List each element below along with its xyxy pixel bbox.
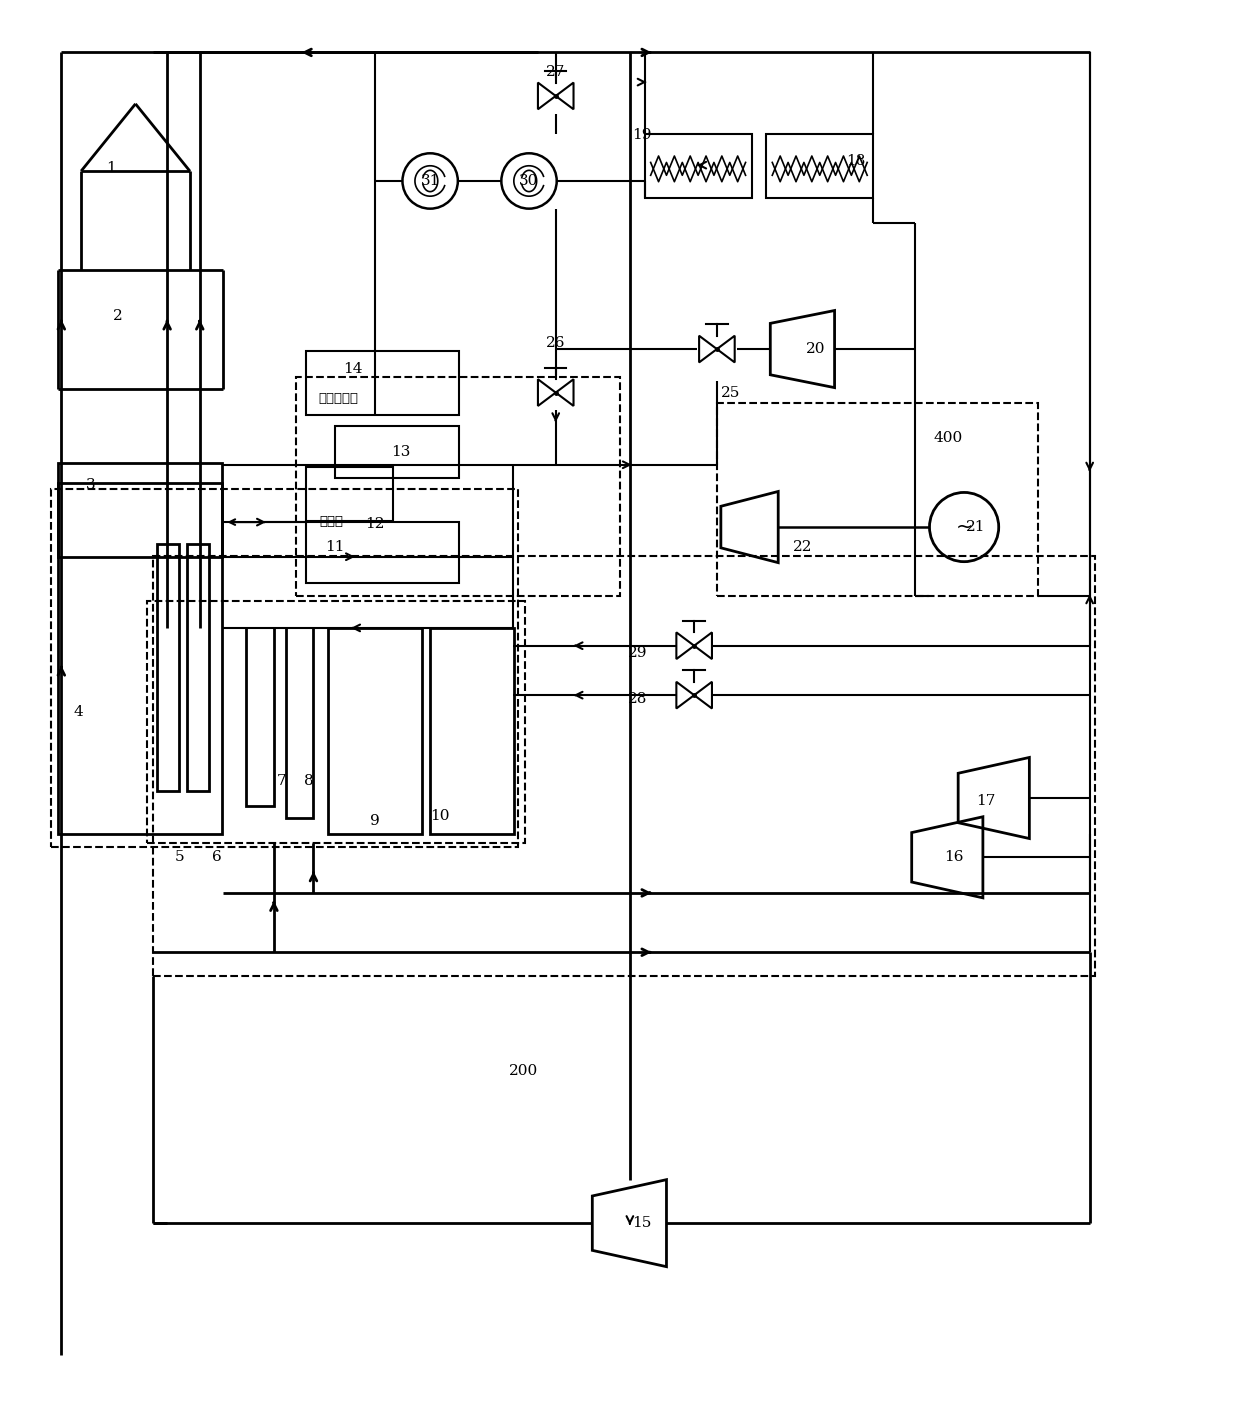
Text: 4: 4 [73,706,83,718]
Text: 25: 25 [720,385,740,400]
Bar [148,601,525,843]
Bar [157,544,179,791]
Text: 11: 11 [325,540,345,554]
Bar [766,133,873,198]
Bar [645,133,751,198]
Bar [329,628,423,833]
Bar [335,427,459,478]
Bar [717,404,1038,597]
Text: 18: 18 [846,154,866,169]
Text: 5: 5 [175,850,185,864]
Bar [305,521,459,584]
Bar [58,463,222,557]
Text: 至炉膛: 至炉膛 [319,514,343,527]
Bar [187,544,208,791]
Text: 至制粉系统: 至制粉系统 [319,393,358,405]
Text: 3: 3 [86,478,95,492]
Text: 15: 15 [632,1216,651,1230]
Text: 9: 9 [370,813,379,828]
Text: 17: 17 [976,794,996,808]
Text: 20: 20 [806,341,826,356]
Bar [295,377,620,597]
Text: 26: 26 [546,336,565,350]
Bar [51,489,518,847]
Text: 7: 7 [277,774,286,788]
Text: 400: 400 [934,431,963,445]
Text: 8: 8 [304,774,314,788]
Text: 28: 28 [629,691,647,706]
Bar [430,628,515,833]
Bar [154,555,1095,976]
Bar [305,466,393,521]
Text: ~: ~ [955,517,973,537]
Text: 10: 10 [430,809,450,823]
Bar [58,483,222,833]
Text: 31: 31 [420,174,440,188]
Text: 19: 19 [632,129,651,143]
Text: 21: 21 [966,520,986,534]
Text: 200: 200 [508,1064,538,1078]
Text: 6: 6 [212,850,222,864]
Text: 12: 12 [365,517,384,531]
Bar [305,351,459,415]
Text: 29: 29 [627,646,647,660]
Text: 13: 13 [391,445,410,459]
Text: 22: 22 [794,540,812,554]
Text: 30: 30 [520,174,538,188]
Text: 16: 16 [945,850,963,864]
Text: 1: 1 [105,162,115,176]
Text: 14: 14 [343,361,363,376]
Text: 2: 2 [113,309,123,323]
Text: 27: 27 [546,65,565,79]
